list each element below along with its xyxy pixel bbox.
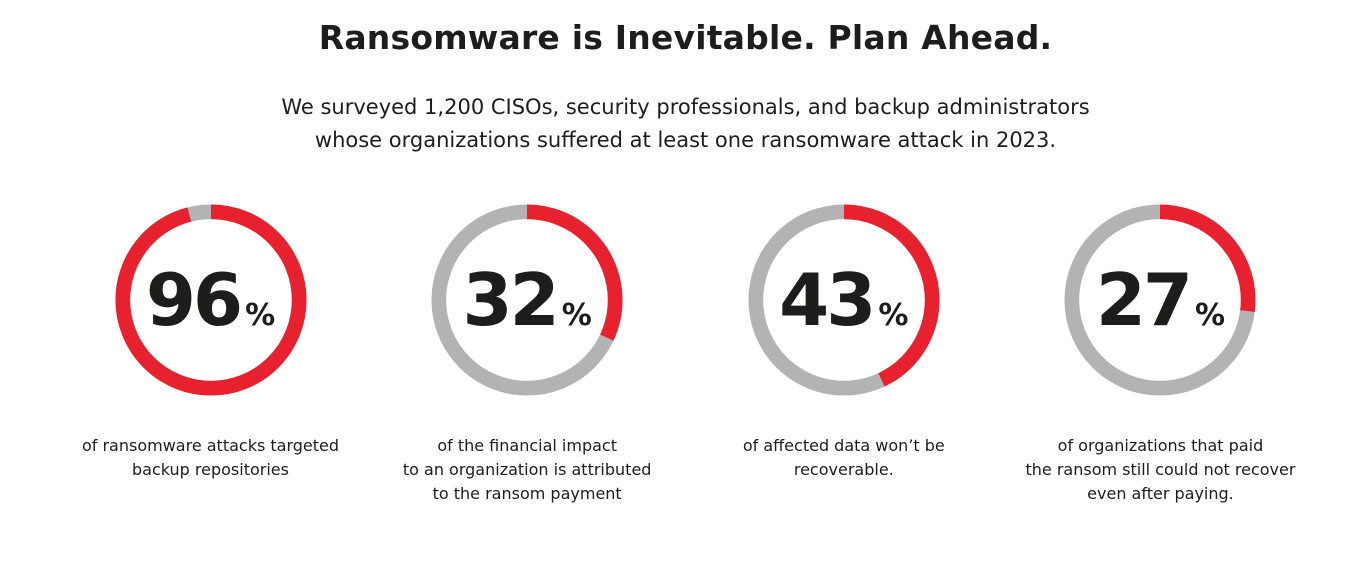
stat-number: 27% [1062, 202, 1258, 398]
stat-value: 96 [145, 258, 243, 343]
donut-value-arc [1064, 204, 1257, 396]
stat-value: 27 [1095, 258, 1193, 343]
infographic-page: Ransomware is Inevitable. Plan Ahead. We… [0, 18, 1371, 506]
stat-caption: of the financial impact to an organizati… [403, 434, 652, 506]
donut-value-arc [114, 204, 307, 396]
stat-caption: of ransomware attacks targeted backup re… [82, 434, 339, 482]
stat-card: 96% of ransomware attacks targeted backu… [61, 202, 361, 506]
caption-line: of affected data won’t be [742, 436, 945, 456]
stat-unit: % [561, 298, 592, 334]
stat-card: 32% of the financial impact to an organi… [377, 202, 677, 506]
caption-line: of the financial impact [437, 436, 617, 456]
donut-chart: 43% [746, 202, 942, 398]
stat-number: 32% [429, 202, 625, 398]
caption-line: recoverable. [793, 460, 894, 480]
stat-card: 27% of organizations that paid the ranso… [1010, 202, 1310, 506]
caption-line: to the ransom payment [432, 484, 622, 504]
stat-number: 96% [113, 202, 309, 398]
stat-number-line: 27% [1096, 258, 1225, 342]
caption-line: of ransomware attacks targeted [81, 436, 340, 456]
stat-unit: % [878, 298, 909, 334]
donut-chart: 32% [429, 202, 625, 398]
donut-value-arc [431, 204, 623, 396]
donut-ring [748, 204, 940, 396]
donut-ring [1064, 204, 1257, 396]
stat-number-line: 43% [779, 258, 908, 342]
donut-chart: 96% [113, 202, 309, 398]
caption-line: even after paying. [1087, 484, 1234, 504]
caption-line: to an organization is attributed [402, 460, 652, 480]
caption-line: of organizations that paid [1057, 436, 1264, 456]
stat-value: 32 [462, 258, 560, 343]
page-title: Ransomware is Inevitable. Plan Ahead. [318, 18, 1053, 57]
stat-unit: % [1195, 298, 1226, 334]
stat-caption: of organizations that paid the ransom st… [1025, 434, 1295, 506]
stats-row: 96% of ransomware attacks targeted backu… [61, 202, 1311, 506]
stat-number-line: 96% [146, 258, 275, 342]
donut-ring [114, 204, 307, 396]
stat-value: 43 [779, 258, 876, 343]
subtitle-line-2: whose organizations suffered at least on… [314, 127, 1057, 152]
stat-caption: of affected data won’t be recoverable. [743, 434, 945, 482]
caption-line: backup repositories [132, 460, 289, 480]
stat-unit: % [245, 298, 276, 334]
stat-number-line: 32% [463, 258, 592, 342]
subtitle: We surveyed 1,200 CISOs, security profes… [0, 91, 1371, 156]
subtitle-line-1: We surveyed 1,200 CISOs, security profes… [281, 95, 1090, 119]
caption-line: the ransom still could not recover [1025, 460, 1296, 480]
stat-card: 43% of affected data won’t be recoverabl… [694, 202, 994, 506]
donut-value-arc [748, 204, 940, 396]
donut-chart: 27% [1062, 202, 1258, 398]
stat-number: 43% [746, 202, 942, 398]
donut-ring [431, 204, 623, 396]
